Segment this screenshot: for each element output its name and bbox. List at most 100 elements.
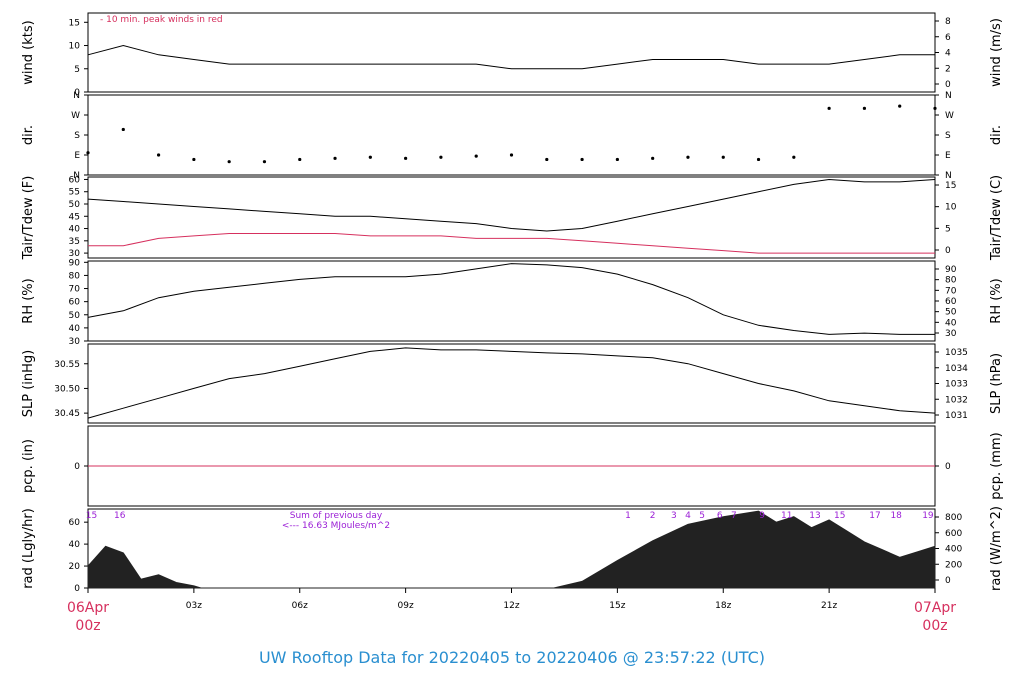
ylabel-left-rad: rad (Lgly/hr): [21, 508, 36, 589]
dir-point: [580, 157, 584, 162]
ytick-right-label: 1034: [945, 364, 968, 374]
rad-annotation-2: <--- 16.63 MJoules/m^2: [282, 521, 390, 531]
ytick-left-label: 5: [74, 65, 80, 75]
ylabel-right-wind: wind (m/s): [989, 18, 1004, 87]
ylabel-left-dir: dir.: [21, 125, 36, 145]
ytick-right-label: 15: [945, 181, 956, 191]
ytick-right-label: N: [945, 171, 952, 181]
ytick-left-label: 0: [74, 88, 80, 98]
end-date-label: 07Apr: [914, 600, 956, 616]
end-time-label: 00z: [922, 618, 947, 634]
ytick-left-label: N: [73, 171, 80, 181]
ytick-left-label: 55: [69, 188, 80, 198]
ytick-right-label: 80: [945, 276, 957, 286]
local-hour-label: 7: [731, 511, 737, 521]
ytick-left-label: 30.45: [54, 409, 80, 419]
dir-point: [862, 106, 867, 110]
ylabel-right-temp: Tair/Tdew (C): [989, 175, 1004, 261]
local-hour-label: 3: [671, 511, 677, 521]
ytick-left-label: S: [74, 131, 80, 141]
ytick-right-label: 400: [945, 545, 962, 555]
ytick-right-label: 70: [945, 286, 957, 296]
wind-annotation: - 10 min. peak winds in red: [100, 15, 223, 25]
local-hour-label: 15: [834, 511, 845, 521]
ytick-left-label: 35: [69, 237, 80, 247]
ylabel-left-slp: SLP (inHg): [21, 350, 36, 418]
ytick-right-label: 8: [945, 17, 951, 27]
ytick-right-label: 0: [945, 462, 951, 472]
ylabel-right-rh: RH (%): [989, 278, 1004, 323]
local-hour-label: 16: [114, 511, 126, 521]
series-line-temp-1: [88, 233, 935, 254]
ylabel-left-pcp: pcp. (in): [21, 439, 36, 493]
ytick-left-label: 80: [69, 271, 81, 281]
ytick-left-label: 70: [69, 285, 81, 295]
dir-point: [262, 160, 267, 164]
dir-point: [86, 151, 90, 155]
start-date-label: 06Apr: [67, 600, 109, 616]
ytick-left-label: 30.55: [54, 360, 80, 370]
ytick-right-label: 200: [945, 560, 962, 570]
chart-title-wrap: UW Rooftop Data for 20220405 to 20220406…: [0, 648, 1024, 668]
dir-point: [651, 156, 655, 160]
ylabel-right-pcp: pcp. (mm): [989, 432, 1004, 499]
ytick-right-label: 4: [945, 49, 951, 59]
dir-point: [933, 106, 937, 110]
xtick-label: 06z: [292, 601, 308, 611]
ytick-right-label: 0: [945, 576, 951, 586]
dir-point: [156, 153, 161, 157]
ytick-right-label: W: [945, 111, 954, 121]
xtick-label: 09z: [398, 601, 414, 611]
ylabel-right-slp: SLP (hPa): [989, 353, 1004, 414]
ytick-left-label: 30: [69, 249, 81, 259]
ytick-right-label: 600: [945, 529, 962, 539]
ytick-left-label: 90: [69, 258, 81, 268]
xtick-label: 21z: [821, 601, 837, 611]
series-line-slp: [87, 347, 936, 419]
local-hour-label: 13: [809, 511, 820, 521]
local-hour-label: 6: [717, 511, 723, 521]
ytick-right-label: 6: [945, 33, 951, 43]
panel-frame-dir: [87, 94, 936, 176]
ytick-right-label: 40: [945, 318, 957, 328]
ytick-left-label: W: [71, 111, 80, 121]
ytick-right-label: E: [945, 151, 951, 161]
ytick-left-label: 60: [69, 175, 81, 185]
chart-title: UW Rooftop Data for 20220405 to 20220406…: [258, 648, 766, 667]
dir-point: [827, 106, 831, 110]
ytick-left-label: 50: [69, 311, 81, 321]
rad-annotation-1: Sum of previous day: [290, 511, 383, 521]
dir-point: [298, 157, 302, 162]
ylabel-left-temp: Tair/Tdew (F): [21, 176, 36, 261]
local-hour-label: 1: [625, 511, 631, 521]
ytick-right-label: 0: [945, 80, 951, 90]
xtick-label: 18z: [715, 601, 731, 611]
dir-point: [615, 157, 619, 162]
local-hour-label: 11: [781, 511, 792, 521]
ytick-right-label: 10: [945, 203, 957, 213]
radiation-area: [87, 510, 936, 589]
xtick-label: 15z: [609, 601, 625, 611]
dir-point: [192, 157, 196, 162]
dir-point: [404, 156, 408, 160]
ytick-left-label: 60: [69, 518, 81, 528]
local-hour-label: 19: [922, 511, 934, 521]
ytick-right-label: N: [945, 91, 952, 101]
dir-point: [686, 155, 690, 159]
ytick-right-label: 800: [945, 513, 962, 523]
ylabel-right-dir: dir.: [989, 125, 1004, 145]
ytick-left-label: 20: [69, 562, 81, 572]
local-hour-label: 17: [869, 511, 880, 521]
ytick-right-label: 1031: [945, 411, 968, 421]
ytick-left-label: 15: [69, 18, 80, 28]
ytick-left-label: N: [73, 91, 80, 101]
local-hour-label: 18: [890, 511, 902, 521]
dir-point: [333, 156, 337, 160]
ytick-right-label: S: [945, 131, 951, 141]
ytick-right-label: 1032: [945, 395, 968, 405]
ytick-right-label: 5: [945, 224, 951, 234]
xtick-label: 03z: [186, 601, 202, 611]
ylabel-right-rad: rad (W/m^2): [989, 506, 1004, 591]
dir-point: [227, 160, 231, 164]
series-line-temp-0: [87, 178, 936, 232]
